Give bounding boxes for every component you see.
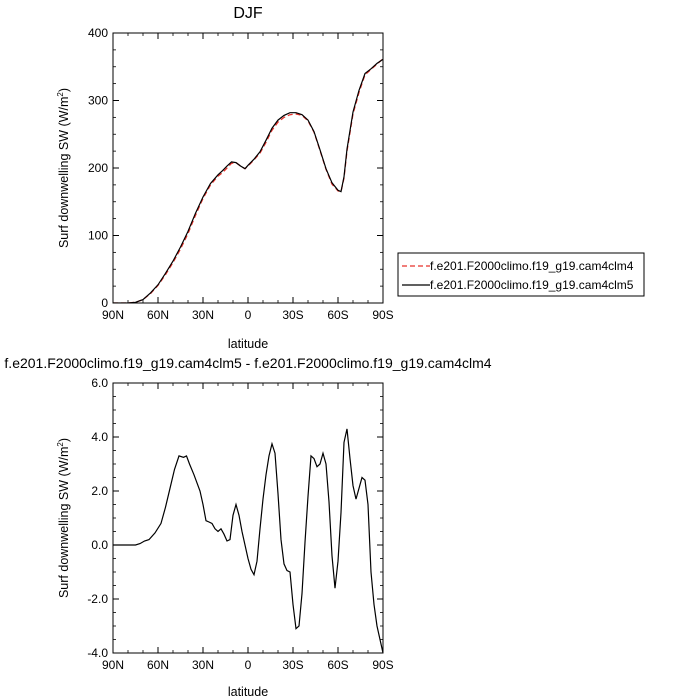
- bottom-x-tick-label: 30S: [282, 658, 303, 672]
- bottom-y-tick-label: -4.0: [87, 646, 108, 660]
- bottom-y-tick-label: 6.0: [91, 376, 108, 390]
- legend-label-clm5: f.e201.F2000climo.f19_g19.cam4clm5: [430, 278, 634, 292]
- top-y-tick-label: 200: [88, 161, 108, 175]
- top-x-tick-label: 30S: [282, 308, 303, 322]
- bottom-chart-frame: [112, 382, 384, 654]
- top-y-tick-label: 100: [88, 229, 108, 243]
- top-chart-title: DJF: [233, 5, 263, 22]
- top-x-axis: 90N 60N 30N 0 30S 60S 90S: [102, 33, 394, 322]
- top-chart-marks: [113, 58, 383, 303]
- bottom-x-tick-label: 60S: [327, 658, 348, 672]
- bottom-x-axis-label: latitude: [228, 685, 268, 699]
- top-x-tick-label: 90S: [372, 308, 393, 322]
- legend-box: [397, 252, 645, 297]
- top-y-tick-label: 300: [88, 94, 108, 108]
- top-x-tick-label: 60N: [147, 308, 169, 322]
- bottom-x-tick-label: 90S: [372, 658, 393, 672]
- top-chart-frame: [112, 32, 384, 304]
- top-series-line-0: [113, 58, 383, 303]
- bottom-x-tick-label: 30N: [192, 658, 214, 672]
- bottom-y-tick-label: 2.0: [91, 484, 108, 498]
- top-y-tick-label: 0: [101, 296, 108, 310]
- bottom-chart-marks: [113, 428, 383, 653]
- bottom-x-tick-label: 0: [245, 658, 252, 672]
- top-x-tick-label: 60S: [327, 308, 348, 322]
- top-chart: DJF 0 100 200 300 400 90N 60N 30N 0 30S 60S 90S la…: [56, 5, 394, 351]
- bottom-y-axis-label: Surf downwelling SW (W/m2): [56, 438, 71, 598]
- bottom-y-axis-label-superscript: 2: [56, 442, 65, 447]
- bottom-series-line-0: [113, 428, 383, 653]
- top-y-axis-label-superscript: 2: [56, 92, 65, 97]
- bottom-y-tick-label: 4.0: [91, 430, 108, 444]
- bottom-y-tick-label: -2.0: [87, 592, 108, 606]
- bottom-chart-title: f.e201.F2000climo.f19_g19.cam4clm5 - f.e…: [4, 355, 491, 371]
- bottom-chart: f.e201.F2000climo.f19_g19.cam4clm5 - f.e…: [4, 355, 491, 699]
- top-x-axis-label: latitude: [228, 337, 268, 351]
- bottom-x-tick-label: 90N: [102, 658, 124, 672]
- top-y-axis-label: Surf downwelling SW (W/m2): [56, 88, 71, 248]
- top-y-tick-label: 400: [88, 26, 108, 40]
- legend: f.e201.F2000climo.f19_g19.cam4clm4 f.e20…: [397, 252, 645, 297]
- top-x-tick-label: 30N: [192, 308, 214, 322]
- legend-label-clm4: f.e201.F2000climo.f19_g19.cam4clm4: [430, 259, 634, 273]
- top-series-line-1: [113, 58, 383, 303]
- bottom-x-tick-label: 60N: [147, 658, 169, 672]
- top-x-tick-label: 0: [245, 308, 252, 322]
- bottom-y-axis: -4.0 -2.0 0.0 2.0 4.0 6.0: [87, 376, 383, 660]
- top-y-axis: 0 100 200 300 400: [88, 26, 383, 310]
- bottom-y-tick-label: 0.0: [91, 538, 108, 552]
- top-x-tick-label: 90N: [102, 308, 124, 322]
- bottom-x-axis: 90N 60N 30N 0 30S 60S 90S: [102, 383, 394, 672]
